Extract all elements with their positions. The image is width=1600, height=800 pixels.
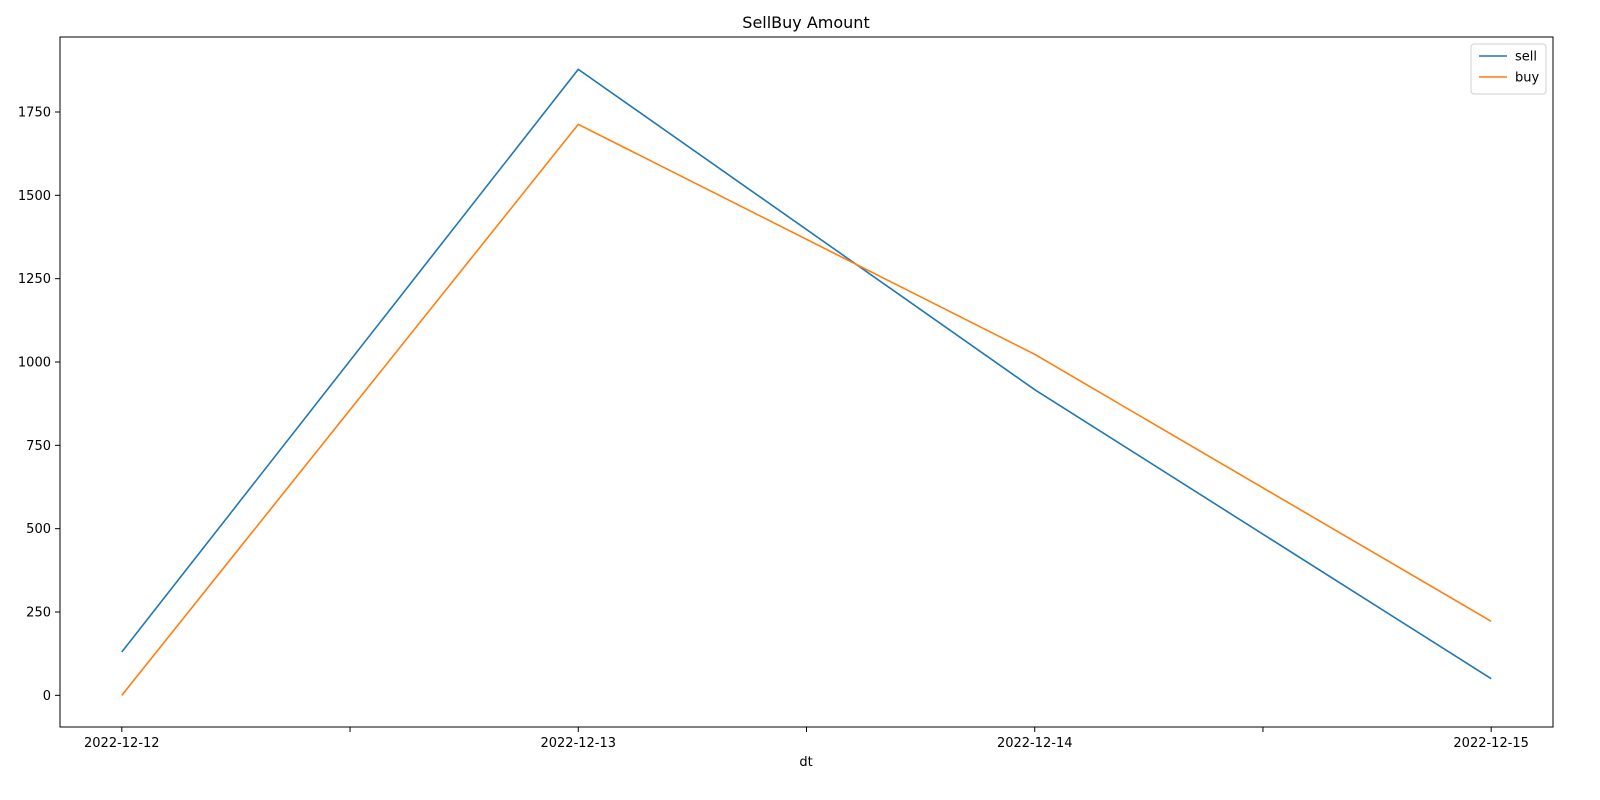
y-tick-label: 1750 [18, 106, 51, 121]
x-tick-label: 2022-12-15 [1453, 736, 1529, 751]
y-tick-label: 0 [43, 689, 51, 704]
y-tick-label: 500 [26, 522, 51, 537]
x-tick-label: 2022-12-14 [997, 736, 1073, 751]
x-tick-label: 2022-12-13 [540, 736, 616, 751]
series-lines [121, 68, 1492, 696]
y-tick-label: 250 [26, 606, 51, 621]
y-axis: 0 250 500 750 1000 1250 1500 1750 [18, 106, 60, 704]
x-axis-label: dt [799, 755, 812, 770]
legend-label-sell: sell [1515, 50, 1537, 65]
plot-frame [59, 36, 1554, 728]
y-tick-label: 1000 [18, 356, 51, 371]
y-tick-label: 1500 [18, 189, 51, 204]
y-tick-label: 1250 [18, 272, 51, 287]
legend-label-buy: buy [1515, 71, 1539, 86]
x-tick-label: 2022-12-12 [84, 736, 160, 751]
series-line-sell [121, 68, 1492, 680]
y-tick-label: 750 [26, 439, 51, 454]
legend: sell buy [1470, 43, 1547, 95]
x-axis: 2022-12-12 2022-12-13 2022-12-14 2022-12-15 [84, 727, 1529, 751]
chart-title: SellBuy Amount [742, 13, 869, 32]
series-line-buy [121, 123, 1492, 696]
